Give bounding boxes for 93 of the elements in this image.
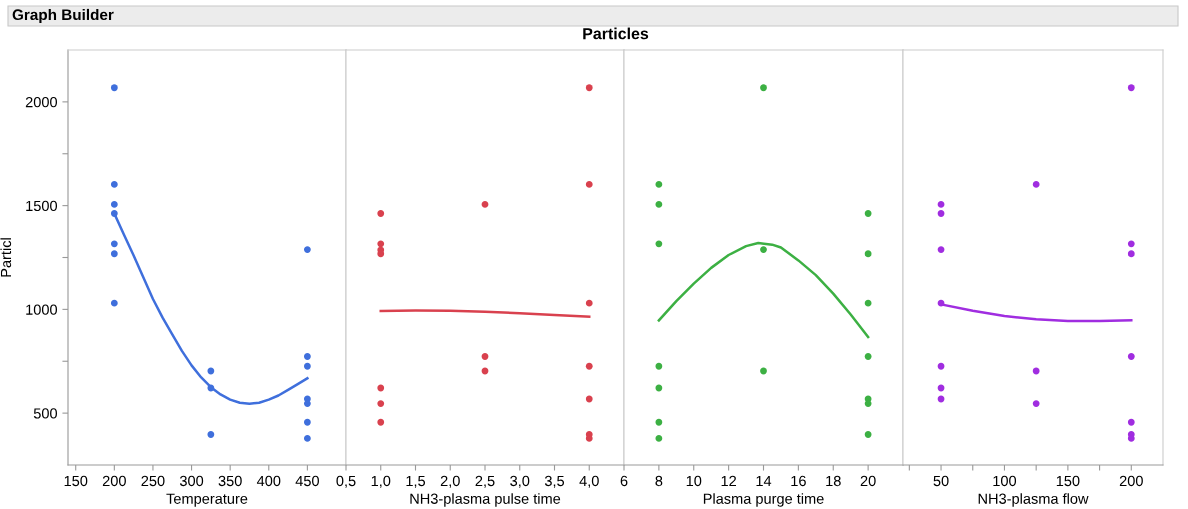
point [303,362,311,370]
x-tick-label: 16 [791,475,806,487]
point [110,84,118,92]
point [207,431,215,438]
point [585,181,593,188]
x-tick-label: 18 [826,475,841,487]
point [110,181,118,188]
chart-title: Particles [583,27,649,40]
point [760,367,767,375]
point [303,246,311,254]
x-axis-title: NH3-plasma pulse time [410,493,561,507]
point [377,384,385,392]
point [864,250,872,258]
point [1127,435,1135,442]
point [655,181,663,188]
y-axis-title: Particl [0,238,12,277]
point [377,240,385,248]
point [655,362,663,370]
point [377,250,385,258]
point [1127,418,1135,426]
point [1127,240,1135,248]
point [760,84,767,92]
x-tick-label: 1,0 [371,475,391,488]
point [303,353,311,360]
point [864,210,872,217]
point [937,246,945,254]
x-tick-label: 2,5 [475,475,495,488]
point [110,250,118,258]
y-tick-label: 500 [33,408,58,419]
x-tick-label: 12 [721,475,736,486]
point [937,362,945,370]
point [481,200,489,208]
y-tick-label: 1500 [26,200,58,212]
x-tick-label: 400 [256,475,281,487]
x-tick-label: 1,5 [406,475,426,488]
point [1127,84,1135,92]
y-tick-label: 1000 [26,304,58,315]
x-tick-label: 10 [686,475,702,487]
point [110,200,118,208]
point [864,400,872,407]
x-tick-label: 50 [933,475,949,487]
point [655,200,663,208]
point [585,362,593,370]
point [1032,181,1040,188]
point [1127,353,1135,360]
point [110,240,118,248]
x-tick-label: 0,5 [336,475,356,488]
point [303,400,311,407]
point [864,299,872,307]
x-tick-label: 3,0 [510,475,530,488]
point [303,418,311,426]
point [864,431,872,438]
x-axis-title: Temperature [166,493,248,507]
y-tick-label: 2000 [25,96,58,108]
point [655,418,663,426]
point [655,435,663,442]
x-tick-label: 2,0 [440,475,460,488]
point [585,299,593,307]
x-tick-label: 8 [655,475,663,487]
x-tick-label: 20 [860,475,876,487]
x-tick-label: 200 [1119,475,1143,487]
x-tick-label: 200 [102,475,126,487]
point [110,210,118,217]
x-tick-label: 4,0 [579,475,599,488]
x-tick-label: 3,5 [544,475,565,488]
x-tick-label: 6 [620,475,628,487]
point [937,200,945,208]
point [585,435,593,442]
x-tick-label: 250 [141,475,165,487]
x-axis-title: NH3-plasma flow [978,493,1089,507]
x-tick-label: 150 [1056,475,1080,487]
point [1032,400,1040,407]
point [585,84,593,92]
point [585,395,593,403]
point [481,353,489,360]
text: Graph Builder [12,8,114,24]
x-tick-label: 350 [218,475,242,487]
x-tick-label: 150 [64,475,88,487]
point [655,240,663,248]
point [377,418,385,426]
point [1127,250,1135,258]
point [303,435,311,442]
point [937,210,945,217]
point [377,210,385,217]
x-tick-label: 450 [295,475,319,487]
x-axis-title: Plasma purge time [703,493,824,507]
x-tick-label: 300 [179,475,204,487]
x-tick-label: 14 [756,475,772,486]
point [760,246,767,254]
point [110,299,118,307]
x-tick-label: 100 [993,475,1017,487]
point [864,353,872,360]
point [377,400,385,407]
